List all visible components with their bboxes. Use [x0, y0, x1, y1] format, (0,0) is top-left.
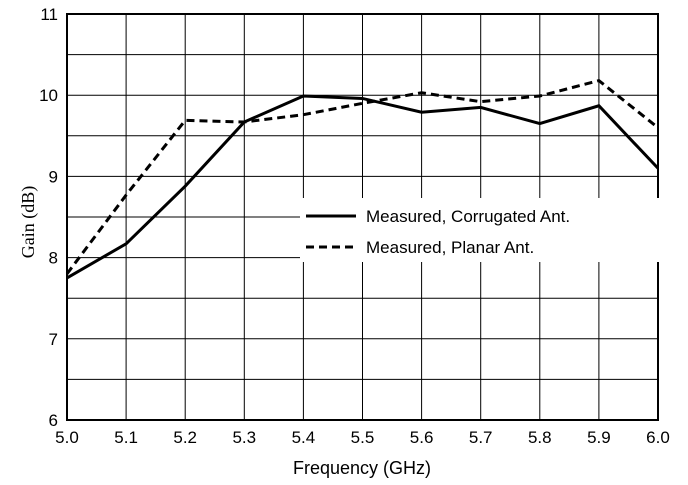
- y-tick-label: 11: [40, 5, 58, 24]
- y-axis-label: Gain (dB): [18, 186, 39, 258]
- x-tick-label: 5.1: [114, 428, 138, 447]
- x-tick-label: 6.0: [646, 428, 670, 447]
- y-tick-label: 6: [49, 411, 58, 430]
- x-tick-label: 5.0: [55, 428, 79, 447]
- x-tick-labels: 5.0 5.1 5.2 5.3 5.4 5.5 5.6 5.7 5.8 5.9 6.0: [55, 428, 670, 447]
- x-tick-label: 5.4: [292, 428, 316, 447]
- legend: Measured, Corrugated Ant. Measured, Plan…: [300, 198, 662, 262]
- legend-label-planar: Measured, Planar Ant.: [366, 238, 534, 257]
- x-tick-label: 5.3: [232, 428, 256, 447]
- legend-label-corrugated: Measured, Corrugated Ant.: [366, 207, 570, 226]
- y-tick-label: 8: [49, 249, 58, 268]
- x-axis-label: Frequency (GHz): [293, 458, 431, 478]
- x-tick-label: 5.5: [351, 428, 375, 447]
- y-tick-label: 10: [39, 86, 58, 105]
- series-line-corrugated: [66, 94, 660, 280]
- x-tick-label: 5.6: [410, 428, 434, 447]
- series-line-planar: [65, 78, 659, 275]
- x-tick-label: 5.2: [173, 428, 197, 447]
- y-tick-labels: 6 7 8 9 10 11: [39, 5, 58, 430]
- x-tick-label: 5.7: [469, 428, 493, 447]
- y-tick-label: 7: [49, 330, 58, 349]
- legend-box: [300, 198, 662, 262]
- x-tick-label: 5.9: [587, 428, 611, 447]
- x-tick-label: 5.8: [528, 428, 552, 447]
- y-tick-label: 9: [49, 167, 58, 186]
- series-lines: [65, 78, 660, 280]
